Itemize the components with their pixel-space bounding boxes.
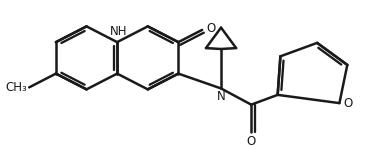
Text: O: O bbox=[343, 97, 353, 110]
Text: O: O bbox=[206, 22, 215, 35]
Text: CH₃: CH₃ bbox=[5, 81, 27, 94]
Text: O: O bbox=[247, 135, 256, 148]
Text: NH: NH bbox=[110, 25, 127, 38]
Text: N: N bbox=[217, 90, 226, 103]
